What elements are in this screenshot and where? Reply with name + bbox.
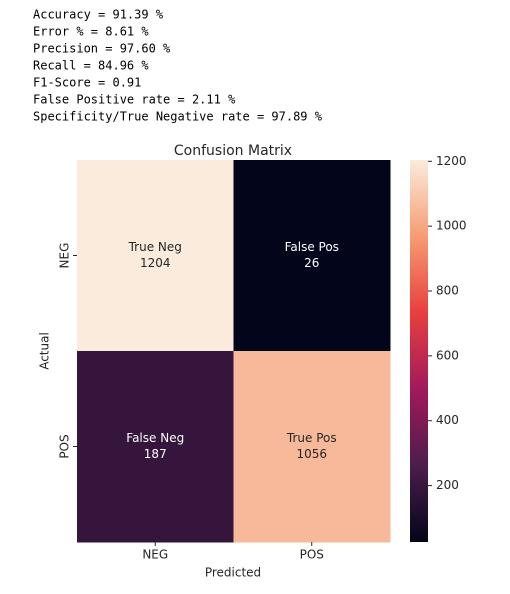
cell-name: True Neg (128, 240, 182, 254)
x-axis-label: Predicted (205, 566, 261, 580)
colorbar-tick-label: 200 (436, 478, 459, 492)
heatmap-cell (77, 351, 234, 543)
y-axis-label: Actual (38, 332, 52, 370)
colorbar (410, 160, 428, 542)
heatmap-cell (77, 160, 234, 352)
colorbar-tick-label: 400 (436, 413, 459, 427)
metric-line: Specificity/True Negative rate = 97.89 % (33, 110, 323, 124)
x-tick-label: NEG (142, 548, 168, 562)
colorbar-tick-label: 600 (436, 348, 459, 362)
colorbar-tick-label: 800 (436, 284, 459, 298)
cell-value: 1056 (296, 447, 327, 461)
y-tick-label: POS (58, 434, 72, 458)
cell-value: 26 (304, 256, 319, 270)
metric-line: Precision = 97.60 % (33, 42, 171, 56)
cell-value: 187 (144, 447, 167, 461)
heatmap-cell (233, 351, 391, 543)
metric-line: Recall = 84.96 % (33, 59, 149, 73)
heatmap-cell (233, 160, 391, 352)
cell-name: False Pos (285, 240, 339, 254)
y-tick-label: NEG (58, 243, 72, 269)
x-tick-label: POS (300, 548, 324, 562)
metric-line: F1-Score = 0.91 (33, 76, 141, 90)
metric-line: Error % = 8.61 % (33, 25, 149, 39)
chart-title: Confusion Matrix (174, 143, 292, 159)
cell-name: False Neg (126, 431, 184, 445)
metric-line: Accuracy = 91.39 % (33, 8, 164, 22)
cell-value: 1204 (140, 256, 171, 270)
colorbar-tick-label: 1200 (436, 154, 467, 168)
cell-name: True Pos (286, 431, 337, 445)
colorbar-tick-label: 1000 (436, 219, 467, 233)
metric-line: False Positive rate = 2.11 % (33, 93, 236, 107)
